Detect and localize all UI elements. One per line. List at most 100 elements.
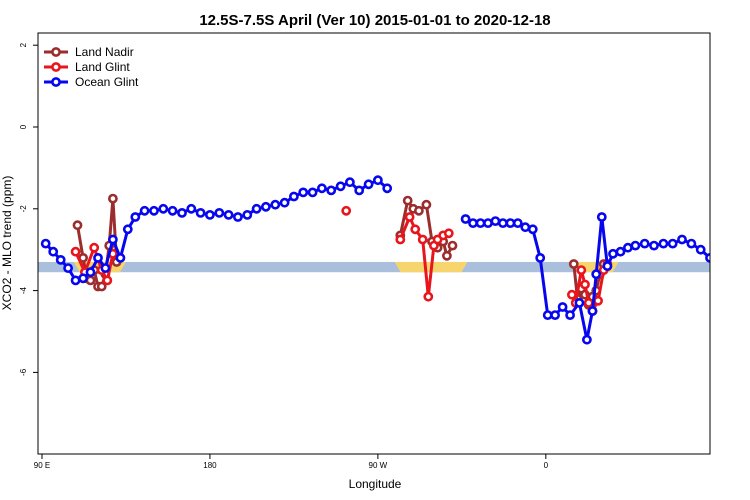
data-point: [242, 209, 253, 220]
data-point: [341, 205, 352, 216]
data-point: [557, 302, 568, 312]
data-point: [677, 234, 687, 245]
legend-label: Ocean Glint: [75, 75, 139, 89]
y-tick-label: 0: [19, 124, 28, 129]
data-point: [535, 252, 546, 263]
data-point: [158, 203, 169, 214]
data-point: [565, 310, 575, 320]
data-point: [344, 177, 355, 188]
x-tick-label: 0: [544, 461, 549, 470]
data-point: [441, 250, 452, 261]
data-point: [270, 199, 281, 210]
data-point: [298, 187, 309, 198]
legend-swatch-marker: [51, 47, 61, 57]
data-point: [195, 207, 206, 218]
data-point: [695, 244, 706, 255]
legend-label: Land Nadir: [75, 45, 134, 59]
data-point: [623, 242, 633, 253]
data-point: [410, 224, 421, 235]
data-point: [70, 275, 81, 286]
data-point: [705, 253, 710, 263]
reference-bands: [38, 261, 750, 273]
data-point: [55, 254, 66, 265]
data-point: [186, 203, 197, 214]
x-tick-label: 90 W: [369, 461, 388, 470]
data-point: [639, 238, 650, 249]
data-point: [108, 234, 118, 245]
data-point: [490, 216, 501, 226]
data-point: [580, 279, 590, 290]
data-point: [583, 297, 594, 308]
data-point: [567, 289, 577, 300]
data-point: [744, 269, 750, 276]
data-point: [667, 238, 678, 249]
x-axis: 90 E 180 90 W 0: [34, 454, 549, 470]
data-point: [460, 214, 471, 224]
data-point: [421, 199, 432, 210]
x-tick-label: 180: [203, 461, 217, 470]
x-axis-label: Longitude: [349, 477, 402, 491]
data-point: [130, 212, 141, 222]
data-point: [139, 205, 150, 216]
data-point: [395, 234, 406, 245]
data-point: [96, 281, 107, 292]
data-point: [177, 207, 187, 218]
y-tick-label: -2: [19, 205, 28, 213]
data-point: [63, 263, 73, 273]
plot-frame: [37, 32, 711, 455]
data-point: [686, 238, 697, 249]
series-2-line-1: [464, 215, 710, 342]
data-point: [78, 273, 88, 284]
data-point: [483, 218, 493, 228]
series-1: [70, 205, 613, 316]
series-2: [40, 175, 750, 345]
data-point: [630, 240, 641, 251]
data-point: [417, 234, 428, 245]
data-point: [574, 297, 585, 308]
y-axis: 2 0 -2 -4 -6: [19, 42, 38, 376]
data-point: [615, 246, 626, 257]
x-tick-label: 90 E: [34, 461, 50, 470]
data-point: [122, 224, 133, 235]
data-point: [232, 212, 243, 222]
data-point: [413, 205, 424, 216]
data-point: [512, 218, 523, 228]
data-point: [260, 201, 271, 212]
data-point: [72, 220, 83, 231]
data-point: [602, 261, 613, 271]
data-point: [468, 218, 478, 228]
data-point: [649, 240, 659, 251]
data-point: [149, 205, 159, 216]
data-point: [204, 209, 215, 220]
data-point: [404, 212, 415, 222]
data-point: [85, 267, 96, 278]
reference-band: [38, 261, 710, 273]
data-point: [251, 203, 262, 214]
data-point: [223, 209, 234, 220]
data-point: [716, 258, 723, 265]
data-point: [550, 310, 560, 320]
series-0-line-1: [398, 199, 454, 258]
data-point: [608, 248, 618, 259]
data-point: [100, 263, 111, 273]
data-point: [316, 183, 327, 194]
data-point: [115, 252, 126, 263]
legend-swatch-marker: [51, 77, 61, 87]
data-point: [48, 246, 59, 257]
data-point: [443, 228, 454, 239]
data-point: [167, 205, 178, 216]
data-point: [288, 191, 299, 202]
data-point: [568, 259, 579, 269]
data-point: [582, 334, 592, 345]
data-point: [593, 295, 603, 306]
data-point: [335, 181, 346, 192]
data-point: [108, 193, 118, 204]
land-band-3: [745, 262, 750, 272]
data-point: [70, 246, 81, 257]
data-point: [587, 306, 598, 316]
chart-title: 12.5S-7.5S April (Ver 10) 2015-01-01 to …: [199, 12, 550, 29]
series-layer: [40, 175, 750, 345]
legend-item-1: Land Glint: [44, 60, 130, 74]
data-point: [279, 197, 290, 208]
